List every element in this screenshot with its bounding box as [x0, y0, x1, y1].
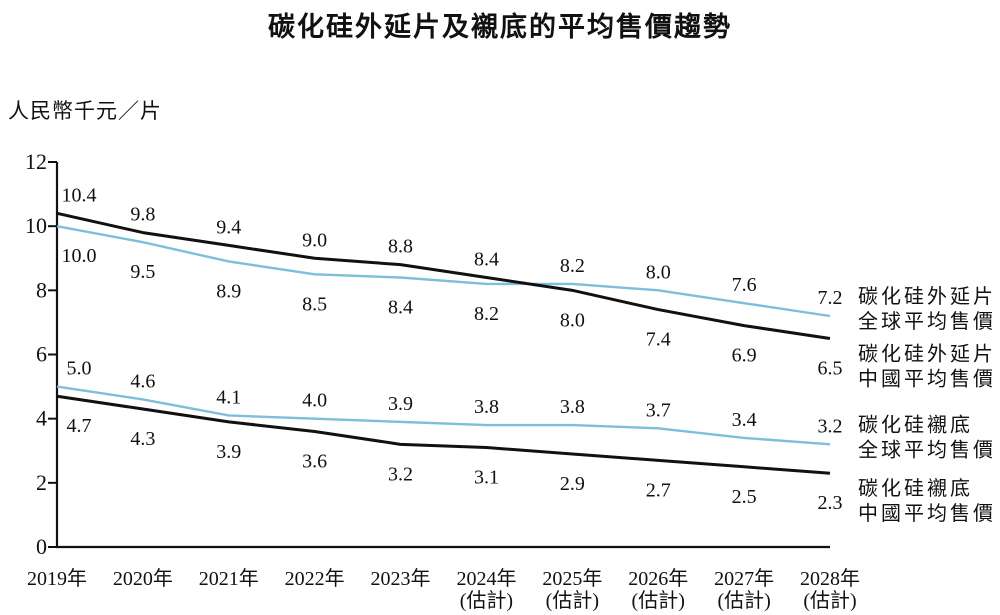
- data-label-sub-china: 3.2: [388, 463, 413, 485]
- chart-title: 碳化硅外延片及襯底的平均售價趨勢: [268, 12, 732, 42]
- legend-sub-china: 碳化硅襯底: [858, 477, 973, 500]
- data-label-sub-china: 2.9: [560, 473, 585, 495]
- data-label-epi-global: 8.2: [560, 255, 585, 277]
- data-label-epi-china: 9.0: [302, 229, 327, 251]
- data-label-sub-global: 5.0: [67, 358, 92, 380]
- x-axis-estimate-note: (估計): [803, 589, 856, 612]
- data-label-sub-global: 3.9: [388, 393, 413, 415]
- legend-epi-global: 全球平均售價: [858, 310, 996, 333]
- x-axis-estimate-note: (估計): [546, 589, 599, 612]
- x-axis-estimate-note: (估計): [717, 589, 770, 612]
- y-axis-tick-label: 12: [25, 149, 47, 174]
- data-label-epi-china: 8.8: [388, 236, 413, 258]
- data-label-epi-global: 8.2: [474, 303, 499, 325]
- x-axis-tick-label: 2021年: [199, 567, 259, 590]
- legend-epi-global: 碳化硅外延片: [858, 285, 996, 308]
- x-axis-tick-label: 2020年: [113, 567, 173, 590]
- data-label-sub-global: 3.8: [560, 396, 585, 418]
- y-axis-unit-label: 人民幣千元／片: [8, 99, 162, 123]
- legend-sub-global: 碳化硅襯底: [858, 413, 973, 436]
- x-axis-estimate-note: (估計): [460, 589, 513, 612]
- data-label-epi-global: 7.6: [732, 274, 757, 296]
- data-label-epi-global: 9.5: [130, 261, 155, 283]
- x-axis-tick-label: 2028年: [800, 567, 860, 590]
- data-label-epi-global: 7.2: [818, 287, 843, 309]
- data-label-sub-global: 3.8: [474, 396, 499, 418]
- data-label-epi-china: 8.0: [560, 309, 585, 331]
- legend-epi-china: 中國平均售價: [858, 367, 996, 390]
- x-axis-estimate-note: (估計): [632, 589, 685, 612]
- axis-line: [55, 162, 830, 549]
- series-line-epi-global: [56, 224, 831, 318]
- x-axis-tick-label: 2027年: [714, 567, 774, 590]
- x-axis-tick-label: 2025年: [542, 567, 602, 590]
- data-label-sub-china: 2.3: [818, 492, 843, 514]
- data-label-epi-global: 8.9: [216, 280, 241, 302]
- x-axis-tick-label: 2019年: [27, 567, 87, 590]
- data-label-sub-china: 2.5: [732, 486, 757, 508]
- data-label-sub-global: 3.4: [732, 409, 757, 431]
- x-axis-tick-label: 2022年: [285, 567, 345, 590]
- data-label-epi-china: 6.5: [818, 357, 843, 379]
- data-label-sub-china: 4.3: [130, 428, 155, 450]
- data-label-sub-global: 3.7: [646, 399, 671, 421]
- legend-sub-global: 全球平均售價: [858, 438, 996, 461]
- data-label-epi-china: 8.4: [474, 249, 499, 271]
- legend-epi-china: 碳化硅外延片: [858, 342, 996, 365]
- y-axis-tick-label: 10: [25, 213, 47, 238]
- data-label-sub-china: 3.6: [302, 451, 327, 473]
- data-label-epi-china: 6.9: [732, 345, 757, 367]
- x-axis-tick-label: 2024年: [456, 567, 516, 590]
- y-axis-tick-label: 0: [36, 534, 47, 559]
- data-label-epi-china: 9.8: [130, 204, 155, 226]
- data-label-sub-china: 3.1: [474, 467, 499, 489]
- x-axis-tick-label: 2023年: [371, 567, 431, 590]
- data-label-epi-global: 8.0: [646, 261, 671, 283]
- series-line-sub-china: [56, 394, 831, 475]
- data-label-sub-china: 3.9: [216, 441, 241, 463]
- data-label-sub-global: 4.1: [216, 386, 241, 408]
- data-label-epi-global: 10.0: [62, 245, 97, 267]
- series-line-sub-global: [56, 385, 831, 446]
- legend-sub-china: 中國平均售價: [858, 502, 996, 525]
- data-label-sub-china: 4.7: [67, 415, 92, 437]
- data-label-sub-china: 2.7: [646, 479, 671, 501]
- data-label-epi-china: 10.4: [62, 184, 97, 206]
- x-axis-tick-label: 2026年: [628, 567, 688, 590]
- y-axis-tick-label: 8: [36, 277, 47, 302]
- data-label-sub-global: 4.0: [302, 390, 327, 412]
- y-axis-tick-label: 6: [36, 342, 47, 367]
- data-label-epi-china: 9.4: [216, 216, 241, 238]
- y-axis-tick-label: 4: [36, 406, 47, 431]
- data-label-epi-china: 7.4: [646, 329, 671, 351]
- y-axis-tick-label: 2: [36, 470, 47, 495]
- data-label-epi-global: 8.4: [388, 297, 413, 319]
- data-label-sub-global: 4.6: [130, 370, 155, 392]
- data-label-epi-global: 8.5: [302, 293, 327, 315]
- data-label-sub-global: 3.2: [818, 415, 843, 437]
- series-line-epi-china: [56, 211, 831, 340]
